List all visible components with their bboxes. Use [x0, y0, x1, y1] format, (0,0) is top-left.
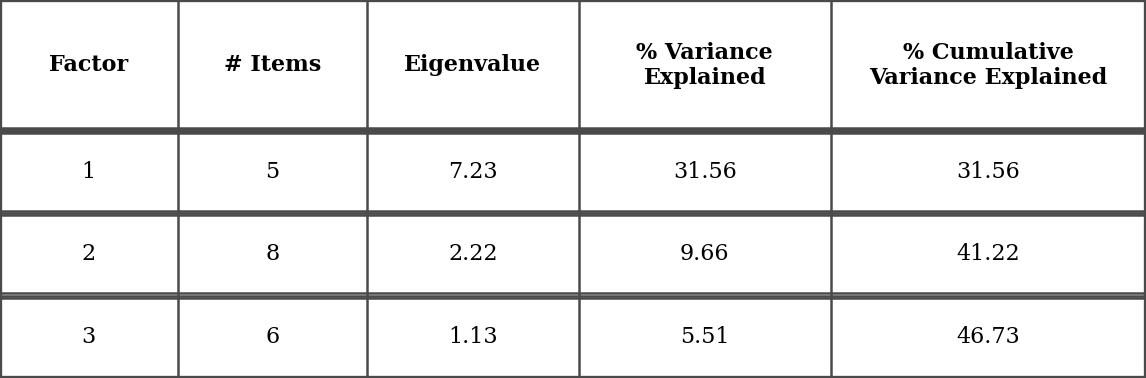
Text: % Cumulative
Variance Explained: % Cumulative Variance Explained [870, 42, 1107, 89]
Text: 5: 5 [265, 161, 280, 183]
Text: 3: 3 [81, 326, 96, 348]
Text: 31.56: 31.56 [673, 161, 737, 183]
Text: 41.22: 41.22 [957, 243, 1020, 265]
Text: # Items: # Items [223, 54, 321, 76]
Text: 31.56: 31.56 [957, 161, 1020, 183]
Text: 46.73: 46.73 [957, 326, 1020, 348]
Text: 7.23: 7.23 [448, 161, 497, 183]
Text: % Variance
Explained: % Variance Explained [636, 42, 774, 89]
Text: 5.51: 5.51 [680, 326, 730, 348]
Text: 1: 1 [81, 161, 96, 183]
Text: Factor: Factor [49, 54, 128, 76]
Text: Eigenvalue: Eigenvalue [405, 54, 541, 76]
Text: 8: 8 [265, 243, 280, 265]
Text: 1.13: 1.13 [448, 326, 497, 348]
Text: 2.22: 2.22 [448, 243, 497, 265]
Text: 9.66: 9.66 [680, 243, 730, 265]
Text: 2: 2 [81, 243, 96, 265]
Text: 6: 6 [265, 326, 280, 348]
